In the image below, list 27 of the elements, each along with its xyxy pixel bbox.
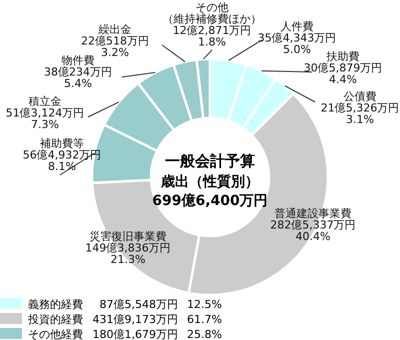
text: 12.5% — [187, 298, 222, 311]
slice-label: 公債費 — [344, 90, 376, 103]
text: 歳出（性質別） 699億6,400万円 — [152, 173, 268, 209]
text: 180億1,679万円 — [92, 328, 178, 340]
slice-label: 積立金 — [28, 95, 62, 108]
data-label: 56億4,932万円 8.1% — [22, 148, 102, 173]
slice-label: 補助費等 — [40, 137, 84, 150]
text: 61.7% — [187, 313, 222, 326]
slice-label: その他（維持補修費ほか） — [162, 1, 262, 26]
text: 431億9,173万円 — [92, 313, 178, 326]
slice-label: 繰出金 — [98, 23, 132, 36]
text: その他経費 — [28, 328, 83, 340]
data-label: 38億234万円 5.4% — [44, 66, 112, 90]
data-label: 30億5,879万円 4.4% — [304, 62, 382, 86]
data-label: 12億2,871万円 1.8% — [172, 24, 252, 48]
data-label: 149億3,836万円 21.3% — [85, 242, 171, 266]
text: 25.8% — [187, 328, 222, 340]
data-label: 21億5,326万円 3.1% — [320, 102, 400, 126]
data-label: 51億3,124万円 7.3% — [6, 106, 84, 131]
slice-label: 災害復旧事業費 — [90, 230, 166, 243]
data-label: 282億5,337万円 40.4% — [270, 218, 356, 243]
text: 87億5,548万円 — [100, 298, 178, 311]
slice-label: 人件費 — [280, 20, 314, 33]
text: 義務的経費 — [28, 298, 83, 311]
slice-label: 普通建設事業費 — [274, 207, 352, 220]
text: 投資的経費 — [27, 313, 83, 326]
text: 一般会計予算 — [165, 152, 255, 170]
